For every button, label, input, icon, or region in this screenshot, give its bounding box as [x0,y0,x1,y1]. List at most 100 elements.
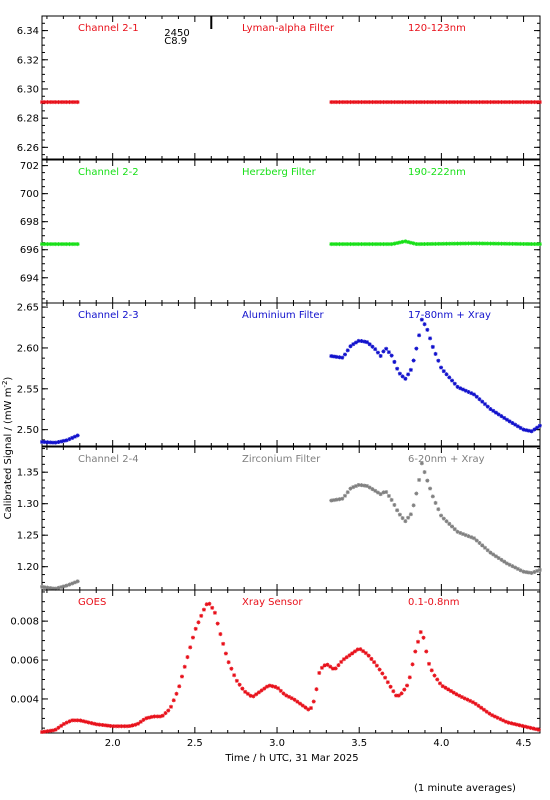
data-point [295,699,300,704]
data-point [59,100,64,105]
data-point [353,242,358,247]
data-point [400,374,405,379]
data-point [59,585,64,590]
channel-label: Channel 2-1 [78,23,139,34]
data-point [471,241,476,246]
data-point [245,691,250,696]
data-point [429,668,434,673]
data-point [340,496,345,501]
data-point [254,692,259,697]
data-point [362,242,367,247]
data-point [440,684,445,689]
data-point [351,342,356,347]
data-point [273,684,278,689]
y-tick-label: 6.32 [17,55,39,66]
panel-frame [41,15,541,160]
data-point [356,100,361,105]
data-point [468,698,473,703]
data-point [149,714,154,719]
data-point [436,507,441,512]
data-point [340,355,345,360]
data-point [348,242,353,247]
series-ch24-0 [40,579,80,591]
data-point [72,718,77,723]
data-point [462,696,467,701]
data-point [485,404,490,409]
data-point [352,649,357,654]
data-point [364,483,369,488]
data-point [524,570,529,575]
data-point [108,723,113,728]
data-point [432,673,437,678]
data-point [493,410,498,415]
panel-frame [41,159,541,304]
data-point [389,242,394,247]
data-point [342,242,347,247]
y-axis-label-exp: -2 [1,381,9,388]
data-point [359,339,364,344]
data-point [422,322,427,327]
data-point [42,729,47,734]
data-point [428,241,433,246]
data-point [347,653,352,658]
data-point [521,241,526,246]
data-point [469,241,474,246]
data-point [526,241,531,246]
data-point [488,550,493,555]
data-point [532,427,537,432]
data-point [410,662,415,667]
data-point [75,579,80,584]
data-point [392,502,397,507]
data-point [385,680,390,685]
data-point [392,100,397,105]
data-point [421,635,426,640]
data-point [61,100,66,105]
footnote: (1 minute averages) [414,783,516,794]
data-point [515,424,520,429]
data-point [53,440,58,445]
data-point [510,564,515,569]
data-point [223,651,228,656]
data-point [72,242,77,247]
data-point [339,659,344,664]
data-point [204,602,209,607]
data-point [436,241,441,246]
data-point [465,697,470,702]
data-point [480,399,485,404]
data-point [437,681,442,686]
data-point [240,686,245,691]
data-point [356,242,361,247]
data-point [521,100,526,105]
data-point [509,721,514,726]
data-point [303,705,308,710]
data-point [482,241,487,246]
data-point [384,100,389,105]
data-point [97,722,102,727]
data-point [70,242,75,247]
data-point [114,724,119,729]
data-point [42,585,47,590]
data-point [447,375,452,380]
data-point [518,568,523,573]
data-point [232,673,237,678]
data-point [411,100,416,105]
data-point [535,568,540,573]
data-point [504,100,509,105]
data-point [270,684,275,689]
data-point [45,729,50,734]
data-point [340,100,345,105]
data-point [535,242,540,247]
data-point [419,100,424,105]
data-point [496,412,501,417]
data-point [265,684,270,689]
data-point [50,586,55,591]
data-point [425,241,430,246]
data-point [514,722,519,727]
data-point [414,242,419,247]
data-point [243,689,248,694]
data-point [492,714,497,719]
data-point [83,719,88,724]
data-point [450,378,455,383]
data-point [276,686,281,691]
data-point [430,100,435,105]
